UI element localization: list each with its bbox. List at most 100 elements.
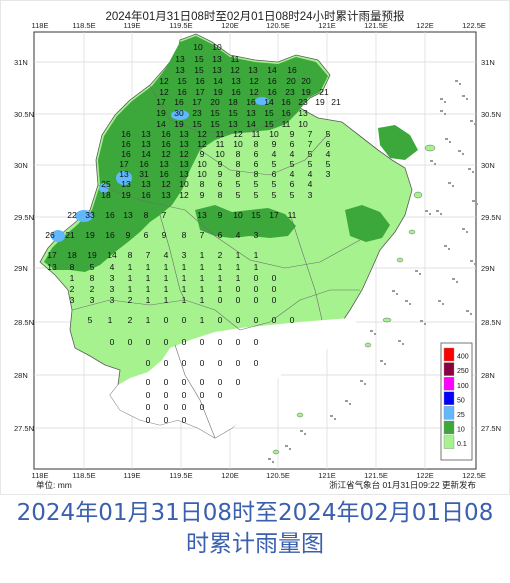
rainfall-value: 12 bbox=[161, 149, 171, 159]
rainfall-value: 16 bbox=[231, 87, 241, 97]
lat-tick-label-left: 29.5N bbox=[14, 213, 34, 222]
rainfall-value: 0 bbox=[236, 337, 241, 347]
rainfall-value: 14 bbox=[156, 119, 166, 129]
rainfall-value: 11 bbox=[252, 129, 261, 139]
rainfall-value: 0 bbox=[254, 284, 259, 294]
rainfall-value: 12 bbox=[159, 76, 169, 86]
rainfall-value: 1 bbox=[236, 250, 241, 260]
rainfall-value: 2 bbox=[90, 284, 95, 294]
rainfall-value: 15 bbox=[264, 119, 274, 129]
rainfall-value: 16 bbox=[141, 190, 151, 200]
rainfall-value: 12 bbox=[197, 129, 207, 139]
rainfall-value: 0 bbox=[182, 315, 187, 325]
rainfall-value: 19 bbox=[213, 87, 223, 97]
rainfall-value: 1 bbox=[164, 262, 169, 272]
rainfall-value: 4 bbox=[308, 169, 313, 179]
figure-caption: 2024年01月31日08时至2024年02月01日08 时累计雨量图 bbox=[0, 498, 510, 560]
rainfall-value: 1 bbox=[218, 273, 223, 283]
lon-tick-label-bottom: 120E bbox=[221, 471, 239, 480]
rainfall-value: 0 bbox=[182, 377, 187, 387]
rainfall-value: 19 bbox=[156, 108, 166, 118]
rainfall-value: 0 bbox=[164, 377, 169, 387]
rainfall-value: 3 bbox=[110, 284, 115, 294]
rainfall-value: 0 bbox=[146, 377, 151, 387]
rainfall-value: 16 bbox=[121, 139, 131, 149]
rain-heavy-spot-3 bbox=[116, 171, 132, 185]
rainfall-value: 1 bbox=[146, 273, 151, 283]
rainfall-value: 0 bbox=[146, 415, 151, 425]
rainfall-value: 5 bbox=[88, 315, 93, 325]
rainfall-value: 21 bbox=[319, 87, 329, 97]
lon-tick-label-bottom: 121E bbox=[318, 471, 336, 480]
rainfall-value: 9 bbox=[200, 149, 205, 159]
rainfall-value: 0 bbox=[128, 337, 133, 347]
lat-tick-label-right: 27.5N bbox=[481, 424, 501, 433]
rain-heavy-spot-4 bbox=[99, 183, 109, 193]
legend-label: 0.1 bbox=[457, 441, 467, 448]
rainfall-value: 20 bbox=[286, 76, 296, 86]
legend-swatch bbox=[443, 435, 455, 449]
rainfall-value: 3 bbox=[326, 169, 331, 179]
rainfall-value: 0 bbox=[254, 358, 259, 368]
rainfall-value: 7 bbox=[200, 230, 205, 240]
rainfall-value: 0 bbox=[164, 390, 169, 400]
rainfall-value: 1 bbox=[164, 295, 169, 305]
rainfall-value: 7 bbox=[308, 129, 313, 139]
rainfall-value: 33 bbox=[85, 210, 95, 220]
rainfall-value: 17 bbox=[192, 97, 202, 107]
rainfall-value: 12 bbox=[159, 87, 169, 97]
lon-tick-label-top: 120.5E bbox=[266, 21, 290, 30]
rainfall-value: 14 bbox=[141, 149, 151, 159]
rainfall-value: 13 bbox=[47, 262, 57, 272]
rainfall-value: 0 bbox=[254, 315, 259, 325]
rainfall-value: 1 bbox=[182, 284, 187, 294]
rainfall-value: 8 bbox=[200, 179, 205, 189]
rainfall-value: 13 bbox=[298, 108, 308, 118]
rainfall-value: 3 bbox=[70, 295, 75, 305]
rainfall-value: 16 bbox=[177, 87, 187, 97]
map-title: 2024年01月31日08时至02月01日08时24小时累计雨量预报 bbox=[105, 9, 405, 23]
rainfall-value: 10 bbox=[179, 179, 189, 189]
rainfall-value: 17 bbox=[119, 159, 129, 169]
rainfall-value: 0 bbox=[254, 273, 259, 283]
legend-label: 50 bbox=[457, 397, 465, 404]
rainfall-value: 10 bbox=[193, 42, 203, 52]
rainfall-value: 6 bbox=[290, 139, 295, 149]
rainfall-value: 4 bbox=[308, 179, 313, 189]
rainfall-value: 0 bbox=[146, 390, 151, 400]
rainfall-value: 0 bbox=[182, 415, 187, 425]
rainfall-value: 0 bbox=[272, 315, 277, 325]
rainfall-value: 5 bbox=[308, 159, 313, 169]
rainfall-value: 0 bbox=[146, 337, 151, 347]
rainfall-value: 3 bbox=[90, 295, 95, 305]
rainfall-value: 1 bbox=[146, 295, 151, 305]
rainfall-value: 4 bbox=[326, 149, 331, 159]
rainfall-value: 31 bbox=[139, 169, 149, 179]
rain-heavy-spot-6 bbox=[51, 230, 65, 242]
rainfall-value: 1 bbox=[182, 262, 187, 272]
rainfall-value: 0 bbox=[164, 358, 169, 368]
rainfall-value: 17 bbox=[195, 87, 205, 97]
rainfall-value: 10 bbox=[298, 119, 308, 129]
rainfall-value: 12 bbox=[161, 179, 171, 189]
rainfall-value: 15 bbox=[210, 108, 220, 118]
rainfall-value: 6 bbox=[144, 230, 149, 240]
rainfall-value: 8 bbox=[254, 139, 259, 149]
rainfall-value: 15 bbox=[264, 108, 274, 118]
rainfall-value: 9 bbox=[218, 169, 223, 179]
rainfall-value: 13 bbox=[141, 129, 151, 139]
rainfall-value: 0 bbox=[272, 295, 277, 305]
rainfall-value: 8 bbox=[144, 210, 149, 220]
rainfall-value: 7 bbox=[308, 139, 313, 149]
rainfall-value: 6 bbox=[326, 139, 331, 149]
rainfall-value: 10 bbox=[233, 210, 243, 220]
rainfall-value: 13 bbox=[175, 54, 185, 64]
lon-tick-label-bottom: 118E bbox=[32, 471, 49, 480]
rainfall-value: 9 bbox=[200, 190, 205, 200]
rainfall-value: 6 bbox=[254, 159, 259, 169]
rainfall-value: 0 bbox=[218, 390, 223, 400]
caption-line-1: 2024年01月31日08时至2024年02月01日08 bbox=[16, 500, 494, 526]
rainfall-value: 1 bbox=[218, 262, 223, 272]
rainfall-value: 4 bbox=[110, 262, 115, 272]
rainfall-value: 0 bbox=[200, 377, 205, 387]
